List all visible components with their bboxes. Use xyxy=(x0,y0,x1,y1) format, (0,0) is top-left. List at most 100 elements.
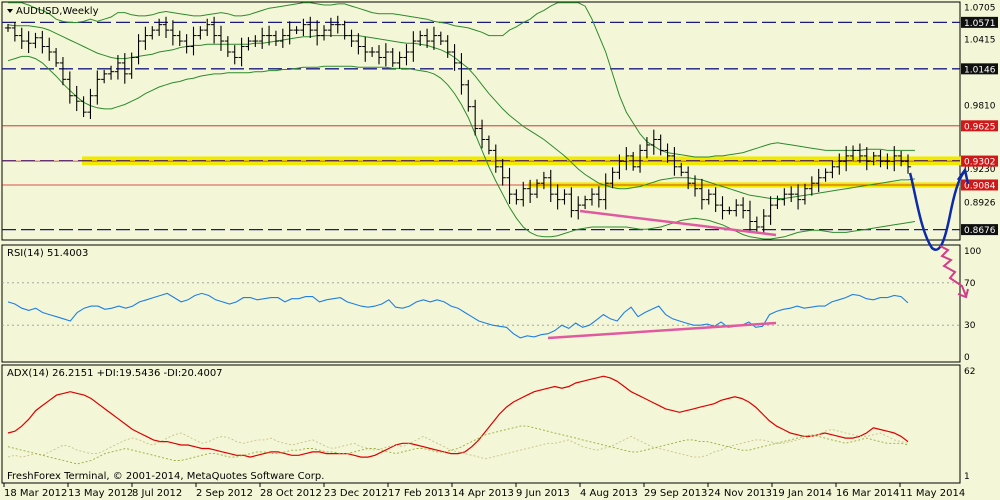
ohlc-bar xyxy=(630,151,637,171)
ohlc-bar xyxy=(25,31,32,54)
adx-tick-label: 1 xyxy=(964,472,970,482)
ohlc-bar xyxy=(746,200,754,232)
forecast-curve-drawing xyxy=(908,171,966,251)
ohlc-bar xyxy=(767,196,774,225)
triangle-down-icon[interactable] xyxy=(7,9,13,13)
ohlc-bar xyxy=(224,36,231,57)
price-tag-box xyxy=(961,63,998,75)
rsi-forecast-arrowhead-drawing xyxy=(957,288,969,299)
ohlc-bar xyxy=(472,99,479,136)
adx-minus-di-line xyxy=(7,425,909,465)
price-tick-label: 0.9230 xyxy=(964,165,996,175)
rsi-panel-frame xyxy=(1,244,961,363)
adx-panel-frame xyxy=(1,364,961,484)
copyright-footer: FreshForex Terminal, © 2001-2014, MetaQu… xyxy=(7,471,324,482)
ohlc-bar xyxy=(238,37,245,67)
ohlc-bar xyxy=(733,199,740,217)
ohlc-bar xyxy=(657,134,664,156)
ohlc-bar xyxy=(602,173,609,210)
ohlc-bar xyxy=(465,79,472,112)
price-tag-label: 1.0146 xyxy=(964,65,996,75)
ohlc-bar xyxy=(458,53,465,95)
ohlc-bar xyxy=(595,186,602,208)
ohlc-bar xyxy=(712,187,719,212)
time-tick-label: 4 Aug 2013 xyxy=(580,488,638,499)
time-tick-label: 19 Jan 2014 xyxy=(772,488,832,499)
rsi-tick-label: 0 xyxy=(964,353,970,363)
adx-title: ADX(14) 26.2151 +DI:19.5436 -DI:20.4007 xyxy=(7,368,223,379)
ohlc-bar xyxy=(485,135,493,155)
ohlc-bar xyxy=(547,169,554,203)
price-tag-label: 0.9302 xyxy=(964,158,996,168)
ohlc-bar xyxy=(265,25,273,46)
ohlc-bar xyxy=(685,166,692,190)
ohlc-bar xyxy=(740,197,747,219)
ohlc-bar xyxy=(53,48,60,67)
ohlc-bar xyxy=(623,147,630,171)
ohlc-bar xyxy=(678,162,685,177)
ohlc-bar xyxy=(176,30,183,46)
price-tag-label: 0.8676 xyxy=(964,226,996,236)
ohlc-bar xyxy=(403,44,410,66)
price-tick-label: 0.9810 xyxy=(964,102,996,112)
ohlc-bar xyxy=(135,34,142,65)
rsi-forecast-zigzag-drawing xyxy=(939,245,967,297)
ohlc-bar xyxy=(898,150,905,167)
ohlc-bar xyxy=(760,209,767,234)
ohlc-bar xyxy=(259,27,266,49)
ohlc-bar xyxy=(4,23,12,32)
ohlc-bar xyxy=(66,71,73,104)
price-tick-label: 1.0705 xyxy=(964,4,996,14)
ohlc-bar xyxy=(18,27,25,49)
ohlc-bar xyxy=(128,52,135,79)
ohlc-bar xyxy=(39,30,46,54)
ohlc-bar xyxy=(870,151,877,166)
rsi-tick-label: 30 xyxy=(964,321,976,331)
time-tick-label: 17 Feb 2013 xyxy=(388,488,450,499)
ohlc-bar xyxy=(272,30,280,46)
price-tag-label: 0.9625 xyxy=(964,122,996,132)
ohlc-bar xyxy=(671,147,678,176)
time-tick-label: 24 Nov 2013 xyxy=(708,488,772,499)
ohlc-bar xyxy=(314,20,321,46)
ohlc-bar xyxy=(781,188,788,206)
ohlc-bar xyxy=(554,184,561,210)
ohlc-bar xyxy=(492,144,499,173)
ohlc-bar xyxy=(568,187,575,218)
price-tag-box xyxy=(961,224,998,236)
ohlc-bar xyxy=(87,88,94,120)
ohlc-bar xyxy=(293,26,300,35)
ohlc-bar xyxy=(561,189,568,205)
ohlc-bar xyxy=(444,35,451,58)
price-tag-box xyxy=(961,155,998,167)
time-tick-label: 2 Sep 2012 xyxy=(196,488,253,499)
price-panel-frame xyxy=(1,1,961,241)
ohlc-bar xyxy=(341,20,348,40)
ohlc-bar xyxy=(355,33,362,55)
ohlc-bar xyxy=(59,57,67,86)
ohlc-bar xyxy=(533,179,541,199)
rsi-line xyxy=(7,292,909,339)
adx-panel: 62 1 xyxy=(7,367,975,482)
ohlc-bar xyxy=(849,145,857,161)
ohlc-bar xyxy=(884,153,891,170)
ohlc-bar xyxy=(815,168,822,193)
ohlc-bar xyxy=(843,146,850,172)
ohlc-bar xyxy=(417,30,424,46)
price-tick-label: 1.0415 xyxy=(964,35,996,45)
time-tick-label: 18 Mar 2012 xyxy=(4,488,67,499)
rsi-divergence-line xyxy=(547,321,777,340)
ohlc-bar xyxy=(121,53,128,84)
ohlc-bar xyxy=(162,16,170,38)
time-tick-label: 13 May 2012 xyxy=(68,488,133,499)
forecast-arrowhead-drawing xyxy=(956,166,970,185)
ohlc-bar xyxy=(80,96,87,118)
ohlc-bar xyxy=(375,45,383,65)
ohlc-bar xyxy=(609,167,616,189)
ohlc-bar xyxy=(149,26,156,40)
ohlc-bar xyxy=(794,184,802,210)
price-tag-box xyxy=(961,16,998,28)
price-tick-label: 0.8926 xyxy=(964,198,996,208)
ohlc-bar xyxy=(877,149,884,168)
